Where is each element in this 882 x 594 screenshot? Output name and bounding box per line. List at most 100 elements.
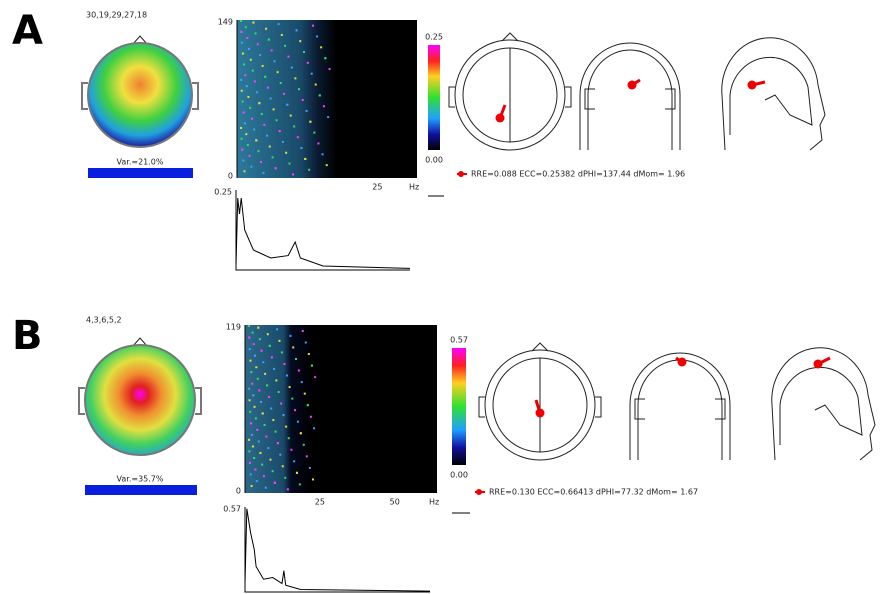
dipole-side (722, 38, 825, 150)
dipole-top (479, 343, 601, 460)
spectrogram-speck (252, 332, 254, 334)
spectrogram-speck (258, 150, 260, 152)
spectrogram-speck (258, 102, 260, 104)
spectrogram-speck (286, 375, 288, 377)
dipole-back (580, 43, 680, 150)
spectrogram-speck (271, 356, 273, 358)
spectrogram-speck (246, 37, 248, 39)
spectrogram-speck (243, 63, 245, 65)
spectrogram-speck (276, 328, 278, 330)
spectrogram-speck (245, 133, 247, 135)
spectrogram-speck (289, 386, 291, 388)
spectrogram-speck (267, 447, 269, 449)
spectrogram-speck (250, 166, 252, 168)
spectrogram-speck (307, 62, 309, 64)
spectrogram-speck (258, 389, 260, 391)
spectrogram-speck (260, 401, 262, 403)
spectrogram-speck (262, 361, 264, 363)
x-tick-label: 25 (315, 498, 325, 507)
spectrogram-speck (249, 360, 251, 362)
colorbar-min: 0.00 (450, 471, 468, 480)
spectrogram-speck (241, 138, 243, 140)
spectrogram-speck (291, 67, 293, 69)
spectrogram-speck (283, 363, 285, 365)
spectrogram-speck (323, 105, 325, 107)
spectrogram-speck (248, 325, 250, 327)
variance-label: Var.=21.0% (117, 158, 164, 167)
spectrogram-speck (316, 36, 318, 38)
spectrogram-speck (268, 39, 270, 41)
variance-label: Var.=35.7% (117, 475, 164, 484)
spectrogram-speck (240, 20, 242, 22)
spectrogram-speck (270, 98, 272, 100)
spectrogram-speck (253, 457, 255, 459)
spectrogram-speck (248, 48, 250, 50)
spectrogram-speck (310, 416, 312, 418)
spectrogram-speck (244, 122, 246, 124)
spectrogram-speck (313, 427, 315, 429)
spectrogram-speck (294, 77, 296, 79)
spectrogram-speck (250, 371, 252, 373)
spectrogram-speck (292, 173, 294, 175)
spectrogram-speck (313, 132, 315, 134)
spectrogram-speck (240, 79, 242, 81)
spectrogram-speck (303, 51, 305, 53)
spectrogram-speck (252, 22, 254, 24)
spectrogram-speck (299, 40, 301, 42)
spectrogram-speck (317, 142, 319, 144)
spectrogram-speck (278, 340, 280, 342)
spectrogram-speck (319, 94, 321, 96)
spectrogram-speck (329, 68, 331, 70)
spectrogram-speck (253, 343, 255, 345)
spectrogram-speck (285, 426, 287, 428)
spectrogram-speck (265, 487, 267, 489)
spectrogram-speck (263, 124, 265, 126)
spectrogram-speck (247, 144, 249, 146)
spectrogram-speck (254, 80, 256, 82)
spectrogram-speck (275, 167, 277, 169)
spectrogram-speck (272, 156, 274, 158)
spectrum-top: 0.57 (223, 505, 241, 514)
spectrogram-speck (248, 450, 250, 452)
spectrogram-speck (249, 348, 251, 350)
spectrogram-speck (250, 59, 252, 61)
spectrum-axes (245, 507, 430, 592)
spectrogram-speck (267, 333, 269, 335)
colorbar-max: 0.57 (450, 336, 468, 345)
spectrogram-speck (279, 454, 281, 456)
panel-label: A (12, 8, 43, 54)
spectrogram-speck (275, 379, 277, 381)
spectrogram-speck (272, 470, 274, 472)
spectrogram-speck (261, 350, 263, 352)
spectrogram-speck (298, 370, 300, 372)
spectrogram-top: 119 (226, 323, 241, 332)
spectrogram-speck (269, 345, 271, 347)
spectrogram-speck (242, 160, 244, 162)
spectrogram-speck (278, 23, 280, 25)
spectrogram-speck (255, 366, 257, 368)
spectrogram-speck (248, 439, 250, 441)
spectrogram-speck (290, 115, 292, 117)
spectrogram-speck (249, 462, 251, 464)
spectrogram-speck (248, 337, 250, 339)
spectrogram-speck (242, 53, 244, 55)
component-list: 30,19,29,27,18 (86, 11, 147, 20)
spectrogram-speck (308, 169, 310, 171)
spectrogram-speck (314, 376, 316, 378)
x-tick-label: 50 (390, 498, 400, 507)
spectrogram-speck (243, 111, 245, 113)
dipole-stats: RRE=0.088 ECC=0.25382 dPHI=137.44 dMom= … (471, 170, 685, 179)
spectrogram-speck (274, 60, 276, 62)
spectrogram-speck (261, 113, 263, 115)
spectrogram-speck (280, 403, 282, 405)
spectrum-curve (245, 509, 430, 591)
spectrogram-speck (267, 87, 269, 89)
legend-dot (458, 171, 464, 177)
spectrogram-speck (264, 424, 266, 426)
spectrogram-speck (250, 422, 252, 424)
dipole-back (630, 353, 730, 460)
component-list: 4,3,6,5,2 (86, 316, 122, 325)
spectrogram-speck (255, 32, 257, 34)
x-unit: Hz (409, 183, 419, 192)
